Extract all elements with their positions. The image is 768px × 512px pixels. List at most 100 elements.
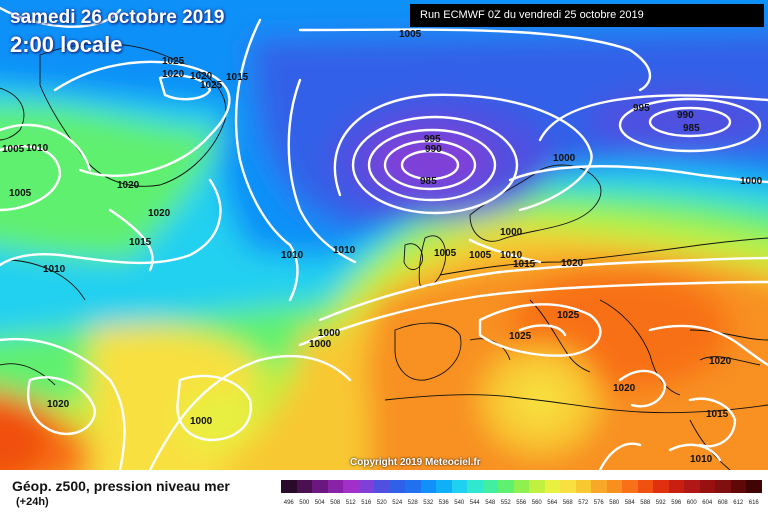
pressure-label: 1015 xyxy=(129,237,152,248)
pressure-label: 1020 xyxy=(148,208,171,219)
scale-tick-label: 592 xyxy=(655,500,666,506)
scale-tick-label: 500 xyxy=(299,500,310,506)
scale-swatch xyxy=(606,480,622,493)
scale-tick-label: 552 xyxy=(500,500,511,506)
scale-tick-label: 604 xyxy=(702,500,713,506)
scale-swatch xyxy=(482,480,498,493)
scale-swatch xyxy=(529,480,545,493)
scale-tick-label: 528 xyxy=(407,500,418,506)
scale-swatch xyxy=(622,480,638,493)
pressure-label: 1010 xyxy=(43,264,66,275)
scale-tick-label: 580 xyxy=(609,500,620,506)
pressure-label: 990 xyxy=(425,144,442,155)
pressure-label: 1015 xyxy=(706,409,729,420)
scale-tick-label: 576 xyxy=(593,500,604,506)
forecast-time-title: 2:00 locale xyxy=(10,32,123,57)
scale-tick-label: 536 xyxy=(438,500,449,506)
pressure-label: 1020 xyxy=(162,69,185,80)
pressure-label: 1025 xyxy=(200,80,223,91)
scale-swatch xyxy=(498,480,514,493)
pressure-label: 1000 xyxy=(500,227,523,238)
pressure-label: 1005 xyxy=(434,248,457,259)
pressure-label: 1025 xyxy=(509,331,532,342)
scale-swatch xyxy=(296,480,312,493)
pressure-label: 1005 xyxy=(469,250,492,261)
scale-swatch xyxy=(436,480,452,493)
geopotential-pressure-map: 1005 1025 1020 1020 1025 1015 1005 1010 … xyxy=(0,0,768,470)
scale-swatch xyxy=(730,480,746,493)
color-scale-labels: 496 500 504 508 512 516 520 524 528 532 536 540 544 5… xyxy=(281,500,762,506)
scale-swatch xyxy=(513,480,529,493)
pressure-label: 1000 xyxy=(190,416,213,427)
pressure-label: 1020 xyxy=(190,71,213,82)
scale-swatch xyxy=(544,480,560,493)
pressure-label: 1025 xyxy=(557,310,580,321)
pressure-label: 1020 xyxy=(47,399,70,410)
pressure-label: 1000 xyxy=(740,176,763,187)
pressure-label: 1020 xyxy=(613,383,636,394)
pressure-label: 1000 xyxy=(553,153,576,164)
scale-swatch xyxy=(420,480,436,493)
pressure-label: 985 xyxy=(683,123,700,134)
scale-swatch xyxy=(281,480,297,493)
coastlines xyxy=(0,43,768,470)
scale-tick-label: 560 xyxy=(531,500,542,506)
scale-tick-label: 608 xyxy=(717,500,728,506)
scale-swatch xyxy=(653,480,669,493)
scale-tick-label: 564 xyxy=(547,500,558,506)
scale-swatch xyxy=(389,480,405,493)
scale-tick-label: 556 xyxy=(516,500,527,506)
scale-swatch xyxy=(668,480,684,493)
scale-swatch xyxy=(699,480,715,493)
pressure-label: 1010 xyxy=(500,250,523,261)
legend-title: Géop. z500, pression niveau mer xyxy=(12,478,230,494)
pressure-label: 1000 xyxy=(309,339,332,350)
scale-swatch xyxy=(358,480,374,493)
pressure-label: 1005 xyxy=(9,188,32,199)
scale-tick-label: 524 xyxy=(392,500,403,506)
scale-tick-label: 600 xyxy=(686,500,697,506)
scale-tick-label: 548 xyxy=(485,500,496,506)
scale-tick-label: 544 xyxy=(469,500,480,506)
model-run-banner: Run ECMWF 0Z du vendredi 25 octobre 2019 xyxy=(410,4,764,27)
pressure-label: 1010 xyxy=(690,454,713,465)
scale-tick-label: 584 xyxy=(624,500,635,506)
scale-tick-label: 572 xyxy=(578,500,589,506)
scale-tick-label: 504 xyxy=(314,500,325,506)
isobars xyxy=(0,6,768,470)
scale-swatch xyxy=(746,480,762,493)
pressure-label: 1010 xyxy=(281,250,304,261)
scale-tick-label: 512 xyxy=(345,500,356,506)
scale-swatch xyxy=(343,480,359,493)
pressure-label: 1015 xyxy=(513,259,536,270)
scale-swatch xyxy=(575,480,591,493)
copyright-notice: Copyright 2019 Meteociel.fr xyxy=(350,457,481,468)
scale-swatch xyxy=(637,480,653,493)
scale-tick-label: 568 xyxy=(562,500,573,506)
pressure-label: 1010 xyxy=(26,143,49,154)
scale-swatch xyxy=(327,480,343,493)
scale-tick-label: 588 xyxy=(640,500,651,506)
scale-tick-label: 596 xyxy=(671,500,682,506)
scale-swatch xyxy=(684,480,700,493)
pressure-label: 1025 xyxy=(162,56,185,67)
scale-swatch xyxy=(374,480,390,493)
pressure-label: 1020 xyxy=(561,258,584,269)
forecast-date-title: samedi 26 octobre 2019 xyxy=(10,7,225,28)
pressure-label: 1005 xyxy=(2,144,25,155)
pressure-label: 990 xyxy=(677,110,694,121)
scale-swatch xyxy=(467,480,483,493)
scale-tick-label: 616 xyxy=(748,500,759,506)
pressure-label: 1005 xyxy=(399,29,422,40)
pressure-label: 1015 xyxy=(226,72,249,83)
pressure-label: 1000 xyxy=(318,328,341,339)
pressure-label: 1010 xyxy=(333,245,356,256)
scale-tick-label: 612 xyxy=(733,500,744,506)
scale-tick-label: 496 xyxy=(283,500,294,506)
scale-swatch xyxy=(451,480,467,493)
scale-tick-label: 540 xyxy=(454,500,465,506)
geopotential-color-field xyxy=(0,0,768,470)
scale-swatch xyxy=(405,480,421,493)
pressure-label: 995 xyxy=(424,134,441,145)
